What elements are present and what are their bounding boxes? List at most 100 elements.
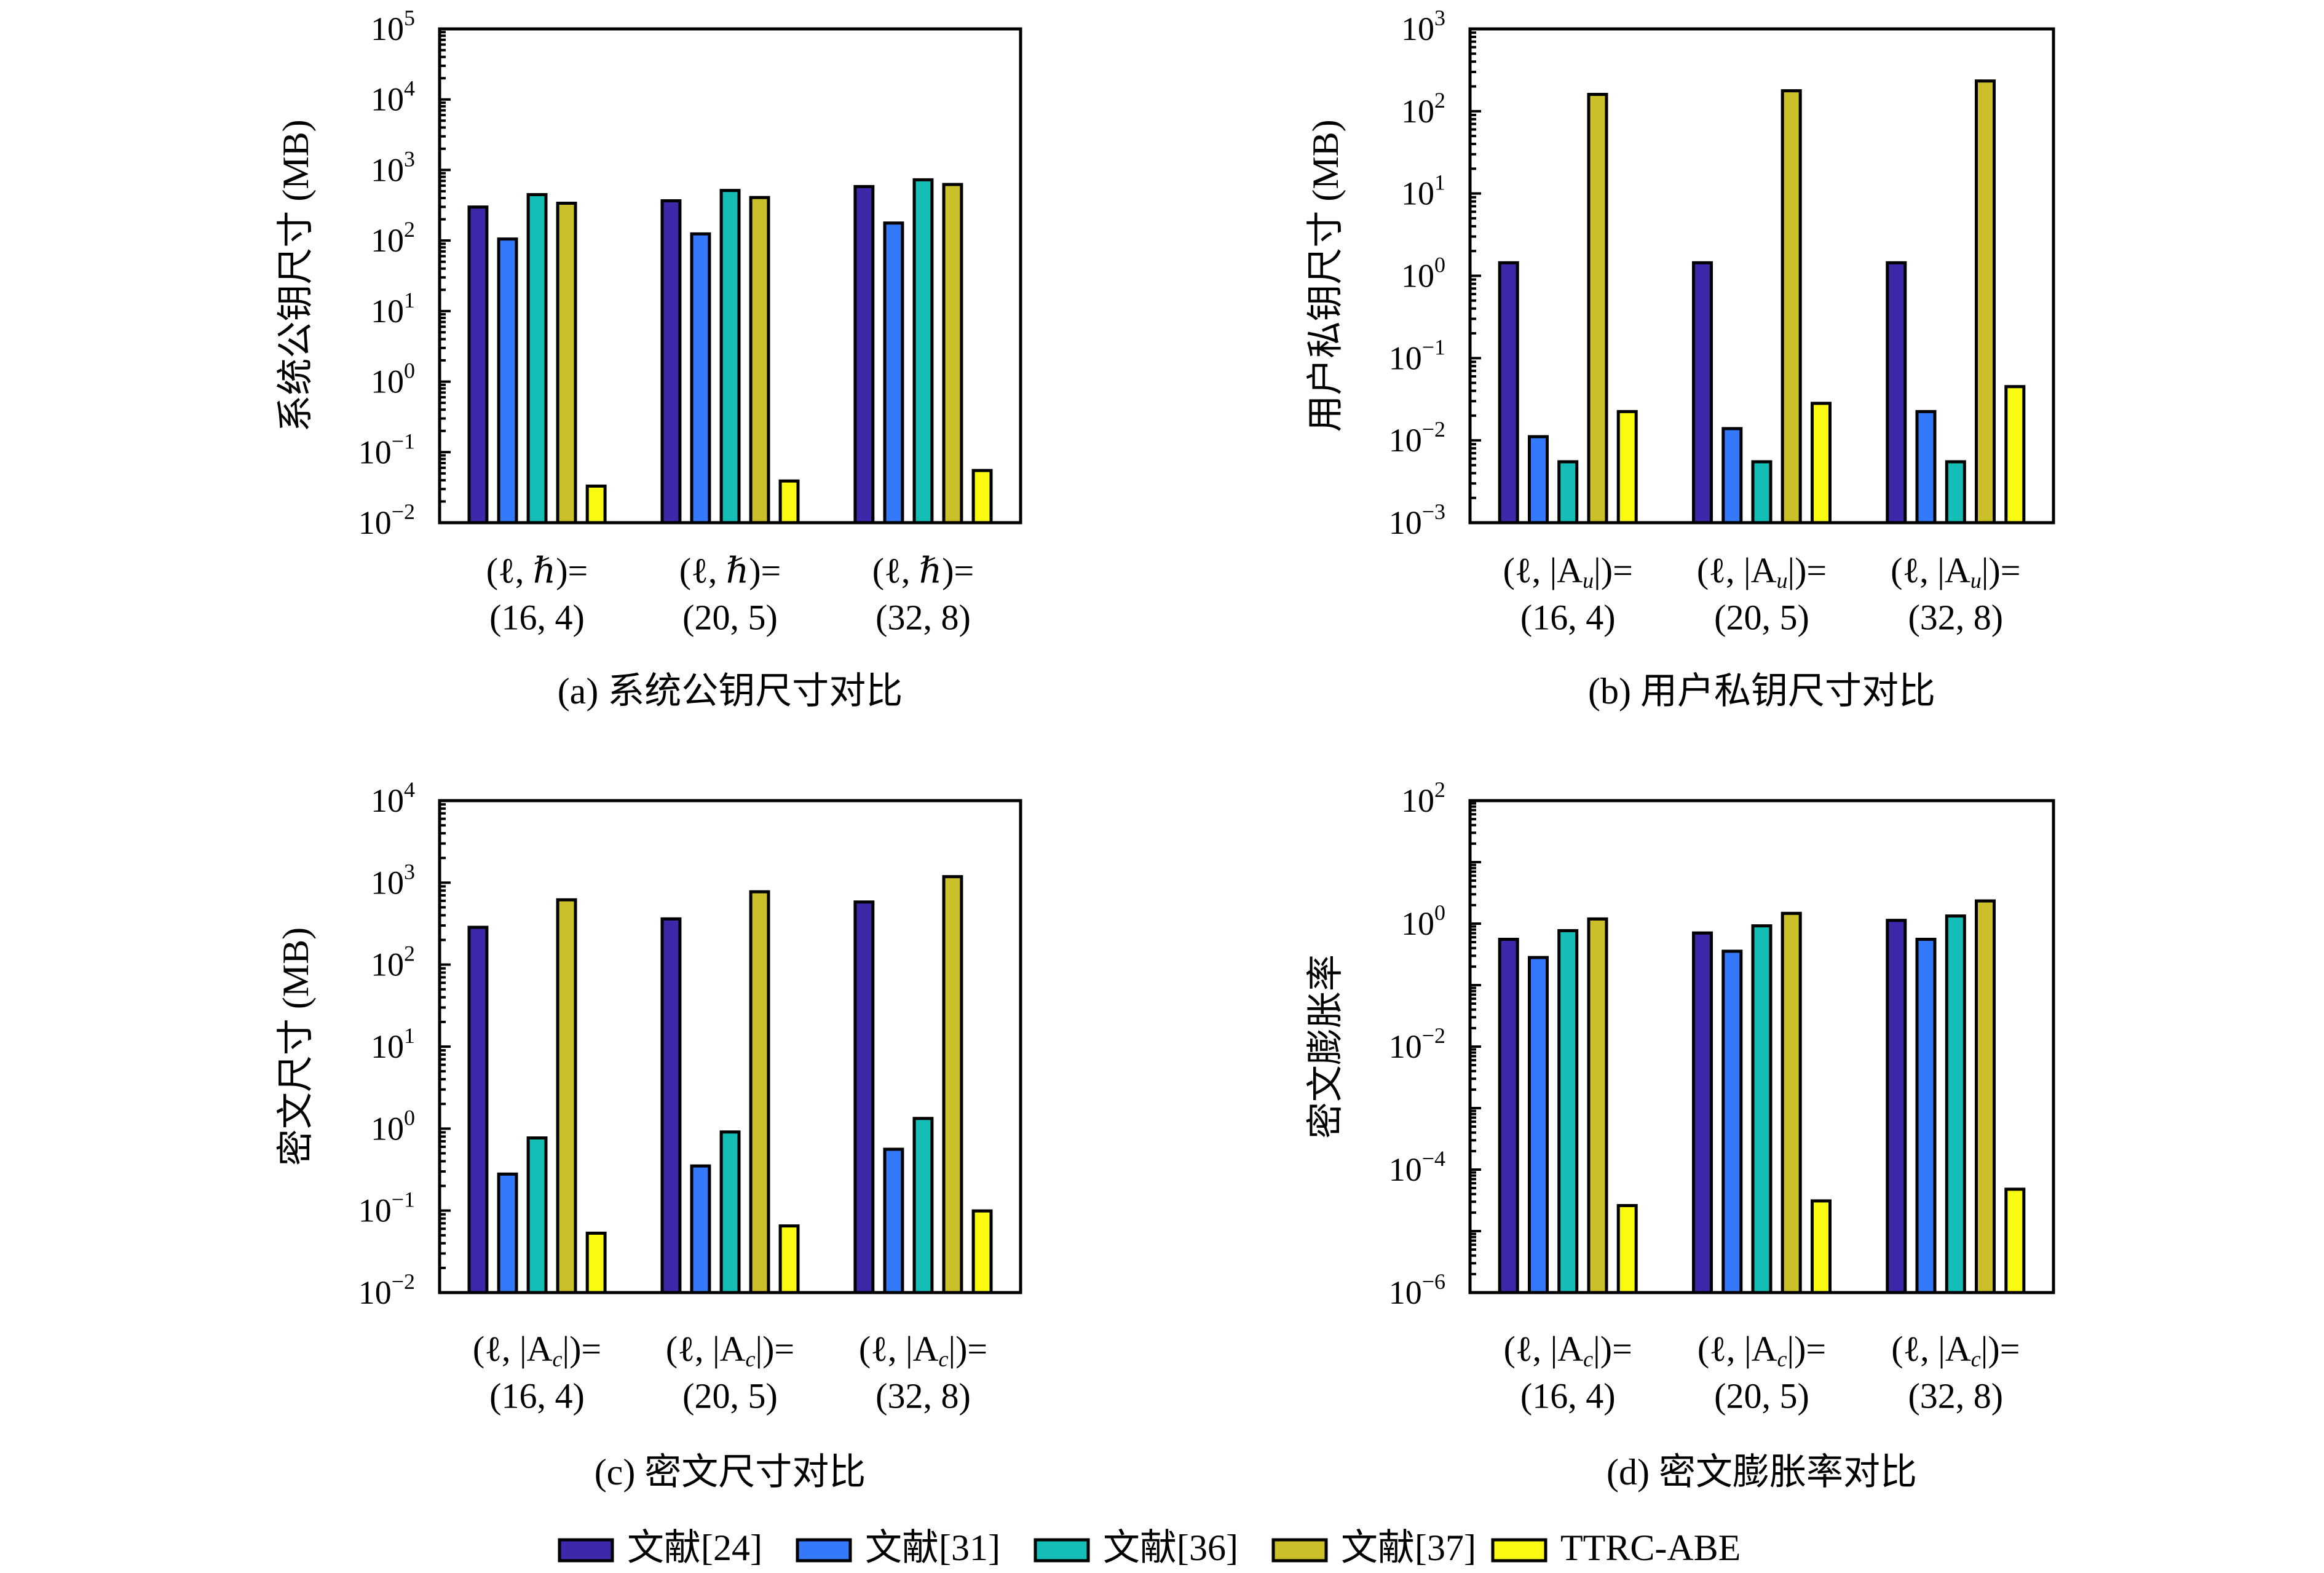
y-tick-label: 10−6 (1389, 1269, 1445, 1311)
legend: 文献[24] 文献[31] 文献[36] 文献[37] TTRC-ABE (558, 1527, 1741, 1568)
y-axis-label: 系统公钥尺寸 (MB) (275, 119, 316, 432)
bar-a-g1-s2 (497, 237, 518, 525)
bar-c-g2-s5 (778, 1224, 800, 1294)
y-tick-label: 102 (1401, 777, 1445, 819)
legend-swatch (558, 1538, 614, 1563)
bar-d-g2-s5 (1811, 1199, 1832, 1294)
bar-a-g1-s4 (556, 202, 577, 525)
bar-a-g1-s5 (585, 485, 607, 525)
y-tick-label: 100 (1401, 253, 1445, 295)
y-axis-label: 用户私钥尺寸 (MB) (1305, 119, 1346, 432)
x-tick-label-line2: (32, 8) (1908, 1376, 2003, 1416)
bar-d-g2-s3 (1751, 924, 1773, 1294)
bar-b-g3-s1 (1886, 261, 1907, 525)
y-tick-label: 105 (371, 6, 415, 47)
plot-frame (438, 799, 1022, 1294)
y-tick-label: 102 (1401, 88, 1445, 130)
bar-c-g3-s1 (853, 900, 875, 1294)
x-tick-label-line2: (20, 5) (1714, 1376, 1809, 1416)
x-tick-label-line2: (32, 8) (875, 597, 971, 637)
bar-a-g2-s2 (690, 232, 711, 525)
bar-d-g3-s3 (1945, 914, 1966, 1294)
chart-a: (ℓ, ℏ)= (16, 4) (ℓ, ℏ)= (20, 5) (ℓ, ℏ)= (32, … (275, 6, 1022, 711)
bar-d-g1-s3 (1557, 929, 1579, 1294)
bar-c-g1-s4 (556, 898, 577, 1294)
y-tick-label: 104 (371, 777, 415, 819)
bar-c-g3-s5 (971, 1209, 993, 1294)
y-tick-label: 10−4 (1389, 1146, 1445, 1188)
y-tick-label: 100 (371, 1105, 415, 1147)
bar-b-g1-s3 (1557, 460, 1579, 525)
bar-b-g1-s4 (1587, 93, 1608, 525)
bar-d-g3-s2 (1915, 938, 1937, 1294)
y-tick-label: 102 (371, 217, 415, 259)
bar-a-g3-s2 (883, 221, 904, 525)
legend-swatch (1271, 1538, 1328, 1563)
chart-c: (ℓ, |Ac|)= (16, 4) (ℓ, |Ac|)= (20, 5) (ℓ, |A… (275, 777, 1022, 1492)
x-tick-label-line1: (ℓ, |Ac|)= (666, 1329, 794, 1371)
bar-c-g2-s3 (719, 1130, 741, 1294)
bar-b-g3-s4 (1975, 79, 1996, 525)
chart-caption: (b) 用户私钥尺寸对比 (1588, 671, 1935, 711)
bar-b-g2-s3 (1751, 460, 1773, 525)
x-tick-label-line1: (ℓ, ℏ)= (679, 550, 781, 590)
bar-d-g2-s1 (1692, 931, 1713, 1294)
legend-label: 文献[36] (1103, 1527, 1238, 1568)
y-tick-label: 10−2 (358, 499, 415, 541)
bar-a-g1-s3 (526, 193, 548, 525)
bar-b-g3-s3 (1945, 460, 1966, 525)
y-tick-label: 101 (371, 1023, 415, 1065)
x-tick-label-line1: (ℓ, |Ac|)= (1698, 1329, 1826, 1371)
x-tick-label-line1: (ℓ, |Au|)= (1891, 550, 2020, 593)
legend-swatch (1034, 1538, 1090, 1563)
x-tick-label-line2: (32, 8) (875, 1376, 971, 1416)
bar-a-g2-s3 (719, 189, 741, 525)
legend-item-4: 文献[37] (1271, 1527, 1476, 1568)
y-tick-label: 10−2 (358, 1269, 415, 1311)
x-tick-label-line1: (ℓ, |Au|)= (1697, 550, 1827, 593)
legend-swatch (1491, 1538, 1547, 1563)
x-tick-label-line2: (20, 5) (682, 597, 778, 637)
x-tick-label-line1: (ℓ, |Ac|)= (1504, 1329, 1632, 1371)
y-tick-label: 101 (1401, 170, 1445, 212)
legend-item-2: 文献[31] (796, 1527, 1000, 1568)
bar-d-g1-s5 (1616, 1204, 1638, 1294)
x-tick-label-line1: (ℓ, ℏ)= (872, 550, 974, 590)
y-tick-label: 103 (1401, 6, 1445, 47)
bar-b-g2-s1 (1692, 261, 1713, 525)
bar-b-g1-s5 (1616, 410, 1638, 525)
bar-d-g2-s2 (1721, 949, 1743, 1294)
y-tick-label: 10−1 (1389, 335, 1445, 376)
y-axis-label: 密文膨胀率 (1305, 954, 1346, 1139)
bar-a-g3-s3 (912, 178, 934, 525)
bar-d-g3-s5 (2004, 1187, 2026, 1294)
chart-b: (ℓ, |Au|)=(16, 4)(ℓ, |Au|)=(20, 5)(ℓ, |A… (1305, 6, 2055, 711)
bar-c-g2-s2 (690, 1164, 711, 1294)
bar-c-g3-s4 (942, 875, 963, 1294)
bar-a-g2-s5 (778, 479, 800, 525)
x-tick-label-line1: (ℓ, |Ac|)= (859, 1329, 987, 1371)
bar-a-g2-s1 (660, 199, 682, 525)
bar-d-g3-s4 (1975, 899, 1996, 1294)
bar-c-g1-s3 (526, 1136, 548, 1294)
legend-item-1: 文献[24] (558, 1527, 762, 1568)
x-tick-label-line2: (16, 4) (1520, 1376, 1616, 1416)
legend-label: 文献[24] (627, 1527, 762, 1568)
legend-item-3: 文献[36] (1034, 1527, 1238, 1568)
x-tick-label-line2: (32, 8) (1908, 597, 2003, 637)
y-tick-label: 101 (371, 288, 415, 330)
legend-item-5: TTRC-ABE (1491, 1527, 1741, 1568)
bar-b-g2-s2 (1721, 427, 1743, 525)
bar-b-g3-s2 (1915, 410, 1937, 525)
x-tick-label-line2: (16, 4) (1520, 597, 1616, 637)
legend-swatch (796, 1538, 852, 1563)
bar-c-g1-s1 (467, 925, 489, 1294)
y-tick-label: 102 (371, 941, 415, 983)
x-tick-label-line2: (20, 5) (1714, 597, 1809, 637)
x-tick-label-line1: (ℓ, |Au|)= (1503, 550, 1633, 593)
bar-b-g2-s4 (1781, 89, 1802, 525)
bar-a-g3-s1 (853, 184, 875, 525)
y-tick-label: 10−1 (358, 1187, 415, 1229)
y-tick-label: 10−3 (1389, 499, 1445, 541)
x-tick-label-line1: (ℓ, |Ac|)= (473, 1329, 601, 1371)
